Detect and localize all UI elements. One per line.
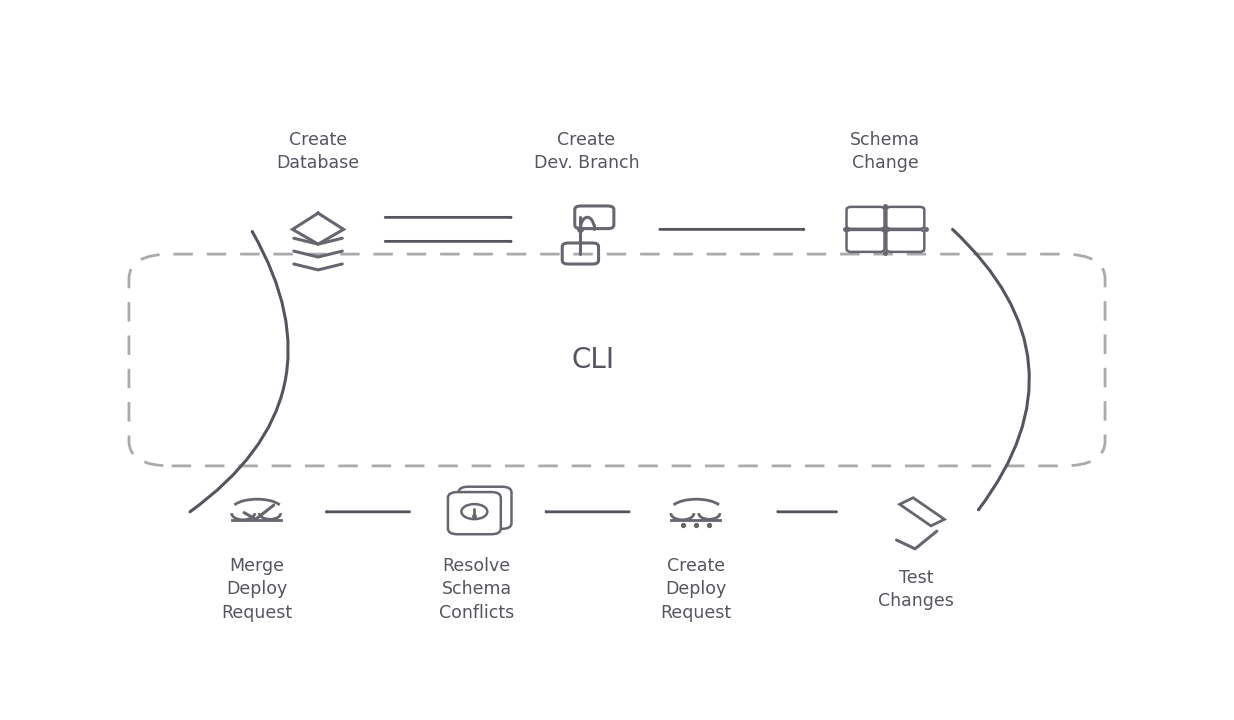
- Text: Test
Changes: Test Changes: [877, 569, 954, 611]
- FancyArrowPatch shape: [953, 230, 1029, 510]
- Text: Create
Deploy
Request: Create Deploy Request: [660, 557, 732, 622]
- Text: Create
Dev. Branch: Create Dev. Branch: [533, 131, 639, 173]
- Text: Resolve
Schema
Conflicts: Resolve Schema Conflicts: [439, 557, 515, 622]
- FancyBboxPatch shape: [459, 487, 511, 529]
- Text: Create
Database: Create Database: [276, 131, 359, 173]
- Text: Schema
Change: Schema Change: [850, 131, 921, 173]
- FancyArrowPatch shape: [190, 232, 289, 512]
- FancyBboxPatch shape: [448, 492, 501, 534]
- Text: Merge
Deploy
Request: Merge Deploy Request: [222, 557, 292, 622]
- Text: CLI: CLI: [571, 346, 615, 374]
